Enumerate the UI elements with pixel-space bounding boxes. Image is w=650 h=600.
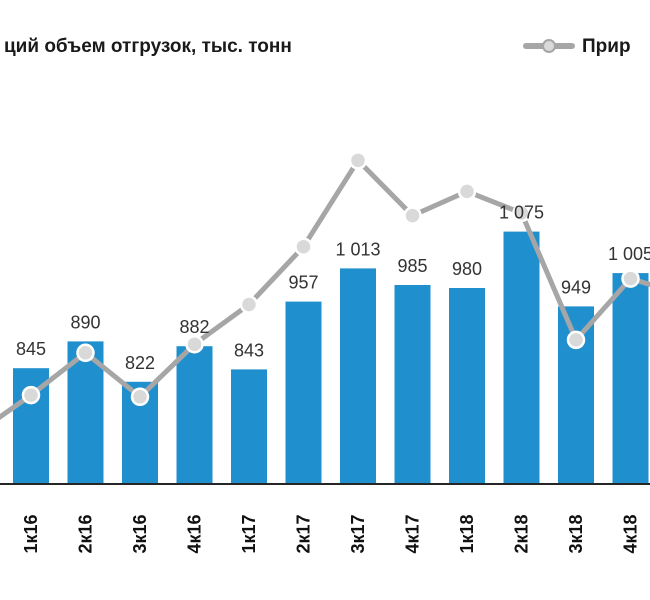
bar-value-label: 949 (561, 277, 591, 297)
x-tick-label: 2к18 (512, 514, 532, 553)
line-point-1к18 (457, 182, 477, 201)
x-tick-label: 4к18 (621, 514, 641, 553)
bar-value-label: 890 (70, 312, 100, 332)
growth-line (0, 157, 650, 421)
bar-value-label: 882 (179, 317, 209, 337)
line-point-2к16 (76, 343, 95, 363)
line-point-4к18 (621, 269, 640, 288)
x-tick-label: 4к16 (185, 514, 205, 553)
legend-line-label: Прир (582, 36, 631, 57)
bar-1к18 (449, 288, 485, 484)
line-point-2к18 (512, 203, 531, 223)
bar-4к17 (394, 285, 431, 484)
bar-value-label: 822 (125, 353, 155, 373)
bars-layer (13, 231, 649, 484)
line-layer (0, 151, 650, 421)
line-point-4к17 (403, 206, 422, 225)
bar-value-label: 1 013 (335, 239, 380, 259)
legend-line-marker (523, 39, 575, 53)
line-point-4к16 (185, 334, 204, 354)
bar-value-label: 1 005 (608, 244, 650, 264)
x-tick-label: 3к18 (566, 514, 586, 553)
x-tick-label: 4к17 (403, 514, 423, 553)
x-tick-label: 1к17 (239, 514, 259, 553)
bar-value-label: 985 (397, 256, 427, 276)
line-point-3к16 (130, 387, 150, 407)
bar-value-label: 980 (452, 259, 482, 279)
x-tick-label: 1к16 (21, 514, 41, 553)
x-tick-label: 3к17 (348, 514, 368, 553)
line-point-3к18 (566, 330, 586, 350)
line-point-2к17 (294, 237, 313, 256)
bar-4к16 (176, 346, 213, 484)
legend-bar-label: ций объем отгрузок, тыс. тонн (4, 36, 292, 57)
bar-value-label: 957 (288, 273, 318, 293)
x-axis-tick-labels: 1к16 2к16 3к16 4к16 1к17 2к17 3к17 4к17 1к18 2к18… (21, 514, 641, 553)
x-tick-label: 2к17 (294, 514, 314, 553)
bar-value-label: 843 (234, 340, 264, 360)
x-tick-label: 1к18 (457, 514, 477, 553)
line-point-1к16 (21, 385, 41, 405)
bar-2к17 (285, 301, 322, 484)
line-point-1к17 (239, 295, 259, 314)
bar-1к17 (231, 369, 267, 484)
bar-3к17 (340, 268, 376, 484)
bar-labels-layer: 845 890 822 882 843 957 1 013 985 980 1 075 949 1 0… (16, 203, 650, 373)
bar-2к18 (503, 231, 540, 484)
line-point-3к17 (348, 151, 368, 170)
bar-value-label: 1 075 (499, 203, 544, 223)
bar-value-label: 845 (16, 339, 46, 359)
bar-4к18 (612, 273, 649, 484)
x-tick-label: 2к16 (76, 514, 96, 553)
x-tick-label: 3к16 (130, 514, 150, 553)
